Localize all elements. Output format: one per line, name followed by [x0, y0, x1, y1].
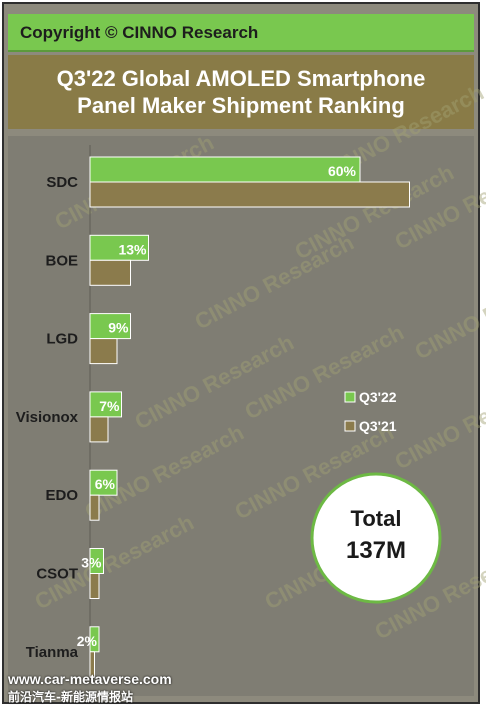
category-label-lgd: LGD [46, 331, 78, 348]
legend: Q3'22 Q3'21 [344, 389, 397, 434]
bars-layer: 60% SDC 13% BOE 9% LGD 7% Visionox 6% EDO 3%CSOT 2%… [16, 145, 410, 684]
bar-q321-lgd [89, 338, 118, 365]
footer-tagline: 前沿汽车-新能源情报站 [8, 690, 133, 704]
total-value: 137M [346, 537, 406, 564]
category-label-visionox: Visionox [16, 409, 79, 426]
watermark-text: CINNO Research [191, 230, 358, 335]
data-label-csot: 3% [81, 555, 102, 571]
data-label-visionox: 7% [99, 398, 120, 414]
watermark-text: CINNO Research [411, 260, 486, 365]
total-label: Total [351, 506, 402, 531]
bar-q321-tianma [89, 651, 95, 678]
title-line-1: Q3'22 Global AMOLED Smartphone [56, 66, 426, 91]
bar-q321-visionox [89, 416, 109, 443]
data-label-sdc: 60% [328, 163, 357, 179]
bar-q322-sdc [89, 156, 361, 183]
bar-q321-edo [89, 494, 100, 521]
watermark-text: CINNO Research [31, 510, 198, 615]
footer-url: www.car-metaverse.com [8, 671, 172, 687]
total-badge: Total 137M [310, 472, 442, 604]
bar-q321-sdc [89, 181, 410, 208]
data-label-tianma: 2% [77, 633, 98, 649]
data-label-lgd: 9% [108, 320, 129, 336]
category-label-edo: EDO [45, 487, 78, 504]
bar-q322-lgd [89, 313, 131, 340]
category-label-boe: BOE [45, 252, 78, 269]
legend-swatch-q322 [344, 391, 356, 403]
legend-label-q322: Q3'22 [359, 389, 397, 405]
data-label-edo: 6% [95, 476, 116, 492]
total-circle [310, 472, 442, 604]
copyright-banner: Copyright © CINNO Research [8, 14, 474, 52]
data-label-boe: 13% [118, 241, 147, 257]
watermark-text: CINNO Research [131, 330, 298, 435]
category-label-csot: CSOT [36, 566, 78, 583]
bar-q322-boe [89, 234, 149, 261]
watermark-text: CINNO Research [391, 370, 486, 475]
chart-title: Q3'22 Global AMOLED Smartphone Panel Mak… [8, 55, 474, 129]
bar-q321-boe [89, 259, 131, 286]
category-label-sdc: SDC [46, 174, 78, 191]
category-label-tianma: Tianma [26, 644, 79, 661]
watermark-text: CINNO Research [241, 320, 408, 425]
legend-swatch-q321 [344, 420, 356, 432]
plot-area [8, 136, 474, 696]
title-line-2: Panel Maker Shipment Ranking [77, 93, 405, 118]
bar-q321-csot [89, 573, 100, 599]
footer: www.car-metaverse.com 前沿汽车-新能源情报站 [8, 670, 172, 706]
bar-q322-edo [89, 469, 118, 496]
legend-label-q321: Q3'21 [359, 418, 397, 434]
